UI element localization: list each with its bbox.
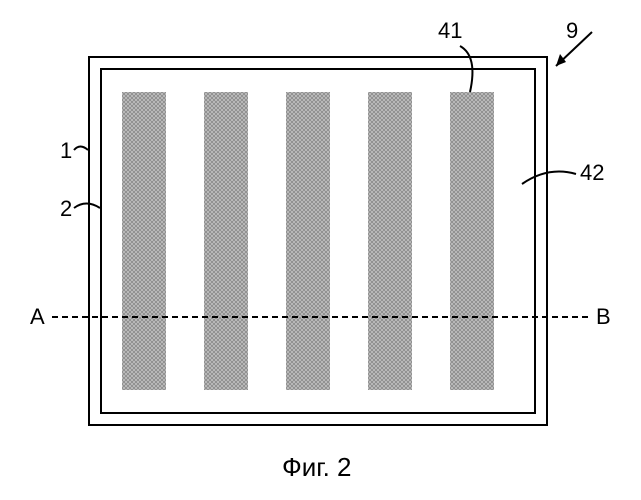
label-b: B (596, 304, 611, 330)
stripe-5 (450, 92, 494, 390)
stripe-2 (204, 92, 248, 390)
stripe-4 (368, 92, 412, 390)
ref-2: 2 (60, 196, 72, 222)
label-a: A (30, 304, 45, 330)
ref-42: 42 (580, 160, 604, 186)
figure-caption: Фиг. 2 (282, 452, 352, 483)
ref-9: 9 (566, 18, 578, 44)
stripe-3 (286, 92, 330, 390)
ref-1: 1 (60, 138, 72, 164)
stripes-svg (122, 92, 516, 390)
stripe-1 (122, 92, 166, 390)
figure-canvas: A B 1 2 9 41 42 Фиг. 2 (0, 0, 641, 500)
ref-41: 41 (438, 18, 462, 44)
leader-9-arrowhead (556, 54, 566, 66)
stripes-region (122, 92, 516, 390)
section-line-ab (52, 316, 588, 318)
leader-1 (74, 147, 88, 151)
